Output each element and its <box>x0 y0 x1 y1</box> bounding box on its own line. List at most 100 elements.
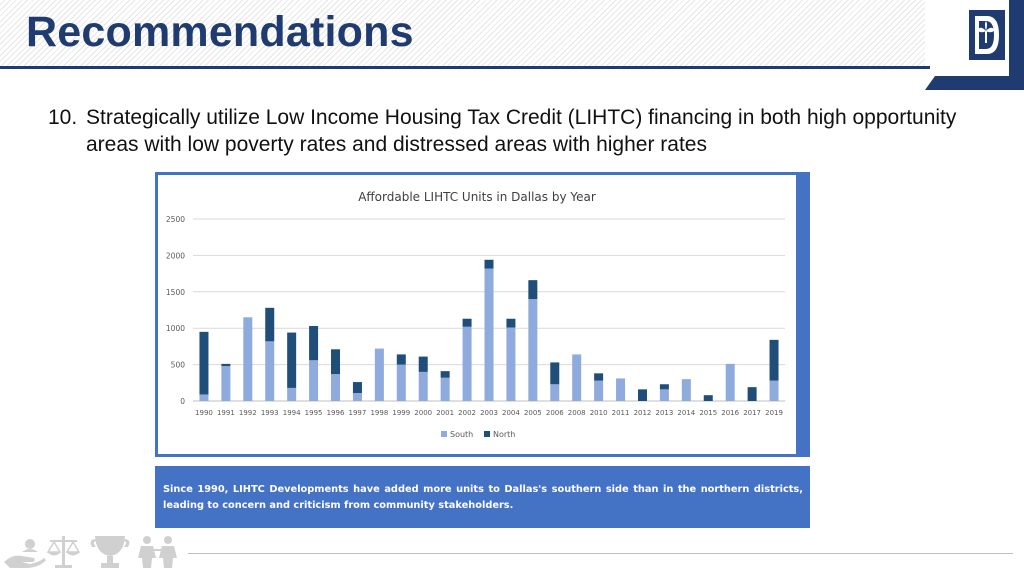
bar-south <box>550 384 560 401</box>
dallas-logo-icon <box>925 0 1024 90</box>
bar-south <box>572 354 582 401</box>
bar-north <box>659 384 669 390</box>
x-tick-label: 2004 <box>502 409 520 417</box>
people-icon <box>138 536 177 568</box>
bar-north <box>462 318 472 327</box>
chart-title: Affordable LIHTC Units in Dallas by Year <box>358 190 596 204</box>
bar-south <box>199 394 209 401</box>
bar-south <box>681 379 691 401</box>
bar-north <box>550 362 560 385</box>
bar-north <box>637 389 647 401</box>
x-tick-label: 2003 <box>480 409 498 417</box>
bar-north <box>506 318 516 328</box>
legend-label-north: North <box>493 430 515 439</box>
footer-divider <box>188 553 1013 554</box>
x-tick-label: 2000 <box>414 409 432 417</box>
bar-south <box>309 360 319 401</box>
bar-south <box>462 326 472 401</box>
x-tick-label: 2014 <box>677 409 695 417</box>
note-text: Since 1990, LIHTC Developments have adde… <box>163 484 803 511</box>
x-tick-label: 2016 <box>721 409 739 417</box>
bar-north <box>440 371 450 378</box>
bar-south <box>659 389 669 401</box>
bar-south <box>616 378 626 401</box>
bar-north <box>594 373 604 381</box>
bar-south <box>506 327 516 401</box>
x-tick-label: 1990 <box>195 409 213 417</box>
y-tick-label: 0 <box>180 397 185 406</box>
bar-south <box>221 366 231 401</box>
bar-north <box>747 387 757 401</box>
legend-label-south: South <box>450 430 473 439</box>
bar-north <box>309 326 319 361</box>
bar-north <box>287 332 297 388</box>
bar-north <box>418 356 428 372</box>
note-panel: Since 1990, LIHTC Developments have adde… <box>155 466 810 528</box>
x-tick-label: 1996 <box>327 409 345 417</box>
bar-north <box>352 382 362 393</box>
x-tick-label: 2015 <box>699 409 717 417</box>
bar-south <box>769 380 779 401</box>
x-tick-label: 2011 <box>612 409 630 417</box>
recommendation-number: 10. <box>48 106 78 129</box>
bar-south <box>528 299 538 401</box>
x-tick-label: 2005 <box>524 409 542 417</box>
x-tick-label: 2001 <box>436 409 454 417</box>
bar-north <box>265 307 275 342</box>
x-tick-label: 2006 <box>546 409 564 417</box>
hand-icon <box>4 539 46 568</box>
legend-swatch-north <box>484 431 490 437</box>
bar-south <box>418 371 428 401</box>
bar-north <box>221 363 231 367</box>
footer-icons <box>0 532 190 569</box>
y-tick-label: 1000 <box>166 324 185 333</box>
chart-panel: Affordable LIHTC Units in Dallas by Year… <box>155 172 810 457</box>
header-background <box>0 0 925 66</box>
x-tick-label: 2010 <box>590 409 608 417</box>
x-tick-label: 1994 <box>283 409 301 417</box>
bar-north <box>396 354 406 365</box>
bar-south <box>725 363 735 401</box>
x-tick-label: 1997 <box>349 409 367 417</box>
bar-south <box>374 348 384 401</box>
bar-south <box>484 268 494 401</box>
bar-south <box>396 364 406 401</box>
x-tick-label: 2008 <box>568 409 586 417</box>
x-tick-label: 1999 <box>392 409 410 417</box>
bar-north <box>331 349 341 375</box>
bar-north <box>484 259 494 269</box>
page-title: Recommendations <box>26 8 414 56</box>
scales-icon <box>46 536 81 568</box>
recommendation-text: Strategically utilize Low Income Housing… <box>86 106 957 156</box>
x-tick-label: 1995 <box>305 409 323 417</box>
y-tick-label: 2000 <box>166 251 185 260</box>
y-tick-label: 500 <box>171 361 186 370</box>
stacked-bar-chart: 0 500 1000 1500 2000 2500 1990 1991 1992 1993 1994… <box>166 215 785 439</box>
bar-south <box>287 387 297 401</box>
x-tick-label: 2019 <box>765 409 783 417</box>
bar-north <box>199 331 209 395</box>
x-tick-label: 2012 <box>634 409 652 417</box>
bar-south <box>594 380 604 401</box>
trophy-icon <box>90 536 130 568</box>
bar-north <box>528 280 538 300</box>
x-tick-label: 2002 <box>458 409 476 417</box>
y-tick-label: 1500 <box>166 288 185 297</box>
legend-swatch-south <box>441 431 447 437</box>
x-tick-label: 1998 <box>370 409 388 417</box>
header-divider <box>0 66 930 69</box>
bar-south <box>352 392 362 401</box>
bar-south <box>265 341 275 401</box>
x-tick-label: 1991 <box>217 409 235 417</box>
bar-south <box>243 317 253 401</box>
bar-north <box>703 395 713 401</box>
x-tick-label: 2013 <box>655 409 673 417</box>
bar-north <box>769 339 779 381</box>
y-tick-label: 2500 <box>166 215 185 224</box>
x-tick-label: 1992 <box>239 409 257 417</box>
x-tick-label: 2017 <box>743 409 761 417</box>
chart-area: Affordable LIHTC Units in Dallas by Year… <box>158 175 796 454</box>
x-tick-label: 1993 <box>261 409 279 417</box>
bar-south <box>440 377 450 401</box>
bar-south <box>331 374 341 401</box>
